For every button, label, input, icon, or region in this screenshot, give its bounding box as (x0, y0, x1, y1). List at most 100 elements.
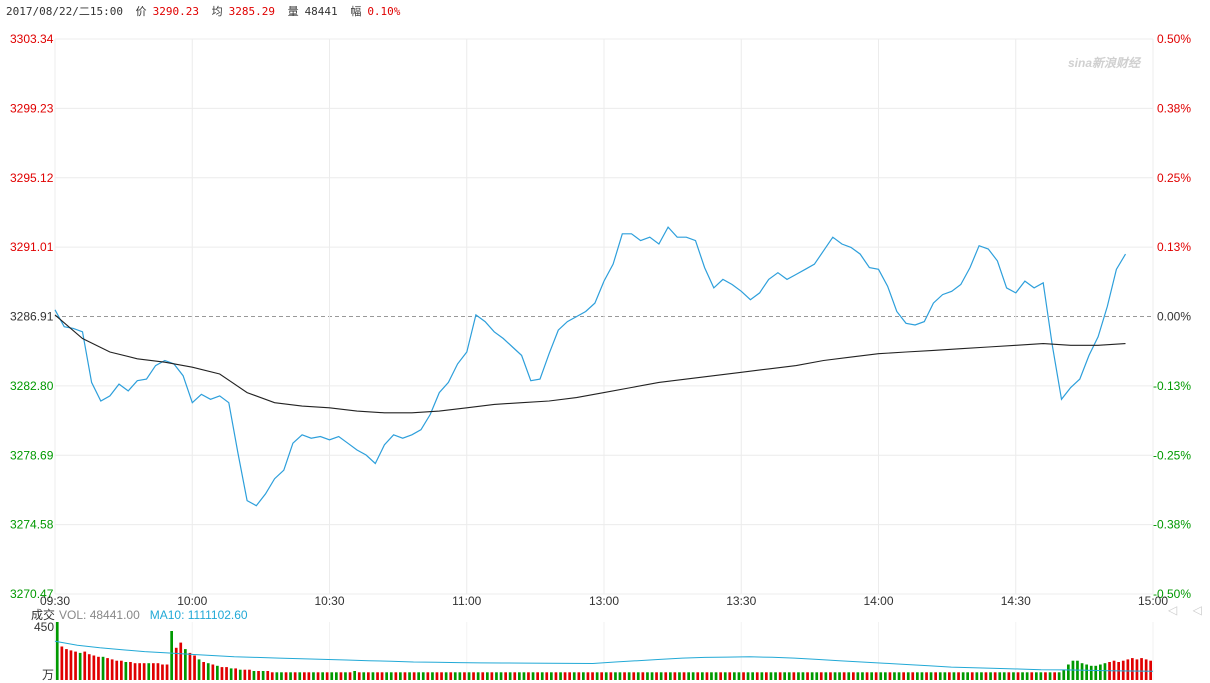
x-tick-label: 13:30 (726, 594, 756, 608)
y-tick-right: -0.50% (1153, 587, 1191, 601)
volume-bar (202, 662, 205, 680)
volume-bar (270, 672, 274, 680)
volume-bar (714, 672, 718, 680)
volume-bar (824, 672, 828, 680)
volume-bar (829, 672, 832, 680)
volume-bar (934, 672, 937, 680)
volume-bar (225, 667, 228, 680)
volume-bar (1131, 658, 1134, 680)
volume-bar (275, 672, 279, 680)
y-tick-left: 3286.91 (10, 310, 54, 324)
volume-bar (1039, 672, 1043, 680)
y-tick-right: 0.50% (1157, 32, 1191, 46)
volume-bar (307, 672, 311, 680)
volume-bar (545, 672, 549, 680)
volume-bar (888, 672, 892, 680)
volume-bar (97, 656, 100, 680)
volume-bar (609, 672, 613, 680)
volume-bar (920, 672, 924, 680)
price-lines (54, 226, 1127, 507)
sina-finance-watermark: sina新浪财经 (1068, 56, 1141, 70)
volume-bar (989, 672, 992, 680)
volume-bar (1035, 672, 1038, 680)
volume-bar (174, 647, 178, 680)
avg-label: 均 (211, 5, 223, 18)
volume-bar (335, 672, 338, 680)
volume-bar (339, 672, 343, 680)
volume-bar (531, 672, 535, 680)
y-tick-left: 3303.34 (10, 32, 54, 46)
volume-bar (106, 658, 109, 680)
volume-bar (938, 672, 942, 680)
volume-bar (1030, 672, 1034, 680)
volume-bar (188, 652, 192, 680)
volume-bar (755, 672, 759, 680)
volume-bar (861, 672, 864, 680)
volume-bar (536, 672, 539, 680)
y-tick-right: 0.25% (1157, 171, 1191, 185)
volume-bar (975, 672, 979, 680)
volume-bar (367, 672, 370, 680)
volume-bar (110, 659, 114, 680)
volume-bar (161, 664, 164, 680)
volume-bar (476, 672, 480, 680)
volume-bar (266, 671, 270, 680)
volume-bar (728, 672, 732, 680)
volume-bar (705, 672, 709, 680)
volume-bar (197, 659, 201, 680)
volume-bar (1007, 672, 1011, 680)
volume-bar (362, 672, 366, 680)
volume-bar (206, 663, 210, 680)
scroll-left-arrows-icon[interactable]: ◁ ◁ (1168, 603, 1208, 617)
volume-bar (486, 672, 489, 680)
volume-bar (984, 672, 988, 680)
y-tick-right: -0.25% (1153, 448, 1191, 462)
volume-bar (490, 672, 494, 680)
y-tick-right: -0.13% (1153, 379, 1191, 393)
avg-value: 3285.29 (228, 5, 275, 18)
vol-text: VOL: 48441.00 (59, 608, 140, 622)
y-tick-right: 0.13% (1157, 240, 1191, 254)
volume-bar (495, 672, 498, 680)
volume-bars (54, 622, 1154, 680)
volume-bar (1140, 658, 1143, 680)
change-label: 幅 (350, 5, 362, 18)
volume-bar (380, 672, 384, 680)
volume-bar (957, 672, 960, 680)
volume-bar (559, 672, 562, 680)
price-value: 3290.23 (152, 5, 199, 18)
volume-bar (966, 672, 969, 680)
volume-bar (184, 649, 187, 680)
y-tick-left: 3278.69 (10, 448, 54, 462)
volume-bar (1094, 665, 1098, 680)
volume-bar (435, 672, 439, 680)
volume-legend: 成交 VOL: 48441.00 MA10: 1111102.60 (31, 606, 248, 623)
volume-bar (765, 672, 768, 680)
volume-bar (1067, 664, 1070, 680)
volume-bar (389, 672, 393, 680)
volume-bar (870, 672, 873, 680)
volume-bar (1135, 659, 1139, 680)
volume-bar (1048, 672, 1052, 680)
volume-bar (696, 672, 700, 680)
volume-bar (115, 660, 119, 680)
volume-bar (229, 668, 233, 680)
volume-bar (138, 663, 141, 680)
volume-bar (1021, 672, 1024, 680)
volume-bar (293, 672, 297, 680)
volume-bar (806, 672, 809, 680)
volume-bar (659, 672, 663, 680)
volume-bar (970, 672, 974, 680)
volume-bar (623, 672, 626, 680)
volume-bar (431, 672, 434, 680)
volume-bar (408, 672, 411, 680)
volume-bar (673, 672, 677, 680)
volume-bar (641, 672, 645, 680)
volume-bar (1057, 672, 1061, 680)
volume-bar (1126, 659, 1130, 680)
volume-bar (787, 672, 791, 680)
volume-bar (518, 672, 521, 680)
volume-bar (220, 667, 224, 680)
volume-value: 48441 (304, 5, 338, 18)
